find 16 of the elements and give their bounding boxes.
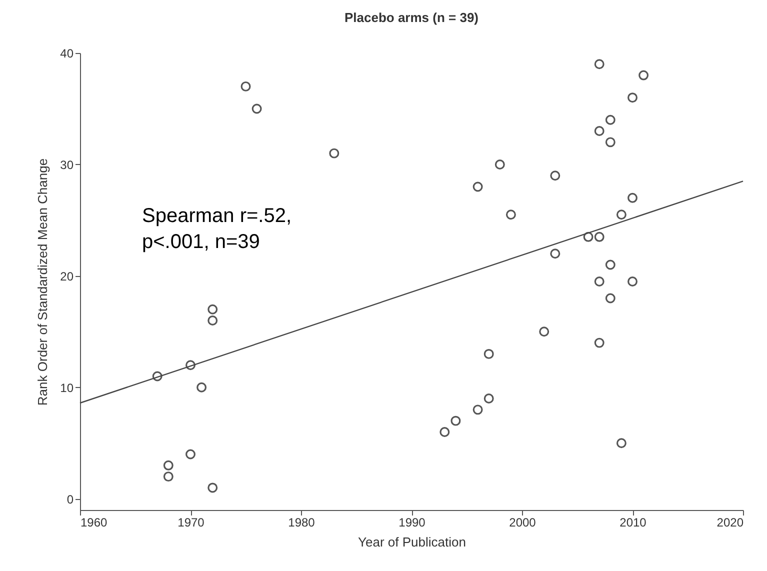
y-tick-label: 10 bbox=[60, 380, 74, 395]
y-axis-title: Rank Order of Standardized Mean Change bbox=[35, 158, 50, 406]
chart-title: Placebo arms (n = 39) bbox=[344, 10, 479, 25]
x-axis-title: Year of Publication bbox=[358, 534, 466, 550]
y-tick-label: 0 bbox=[66, 492, 74, 506]
x-tick-label: 1990 bbox=[398, 516, 426, 530]
annotation: Spearman r=.52, p<.001, n=39 bbox=[142, 205, 292, 253]
x-tick-label: 1970 bbox=[178, 516, 205, 530]
x-tick-label: 2020 bbox=[716, 516, 744, 530]
x-tick-label: 1980 bbox=[288, 516, 316, 530]
x-tick-label: 1960 bbox=[80, 516, 108, 530]
x-tick-label: 2000 bbox=[509, 516, 536, 530]
x-tick-label: 2010 bbox=[620, 516, 647, 530]
y-tick-label: 30 bbox=[60, 158, 74, 172]
y-tick-label: 20 bbox=[60, 269, 74, 284]
y-tick-label: 40 bbox=[60, 46, 74, 60]
